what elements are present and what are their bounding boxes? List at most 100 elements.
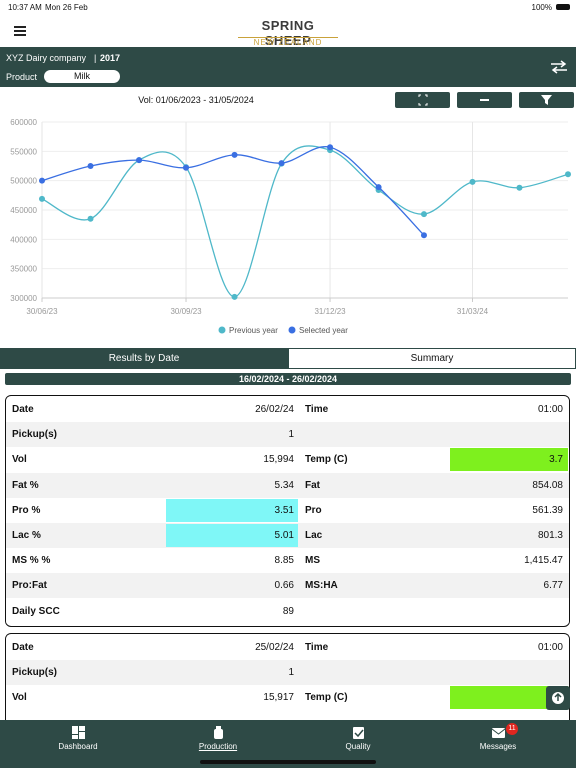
- field-value: 801.3: [537, 530, 563, 541]
- result-row: Lac % 5.01 Lac 801.3: [6, 523, 569, 548]
- data-point: [136, 157, 143, 164]
- field-value: 01:00: [537, 642, 563, 653]
- status-date: Mon 26 Feb: [45, 3, 88, 12]
- field-label: Pro:Fat: [12, 580, 47, 592]
- y-tick-label: 350000: [10, 265, 37, 274]
- x-tick-label: 30/09/23: [170, 307, 202, 316]
- result-row: Pickup(s) 1: [6, 422, 569, 448]
- home-indicator: [200, 760, 376, 764]
- field-value: 854.08: [532, 479, 563, 491]
- menu-button[interactable]: [14, 26, 26, 36]
- result-row: Pro:Fat 0.66 MS:HA 6.77: [6, 573, 569, 599]
- battery-icon: [556, 4, 570, 10]
- result-row: Fat % 5.34 Fat 854.08: [6, 472, 569, 498]
- value-highlight: [450, 686, 568, 710]
- company-name: XYZ Dairy company: [6, 53, 87, 63]
- x-tick-label: 31/03/24: [457, 307, 489, 316]
- data-point: [420, 232, 427, 239]
- swap-icon[interactable]: [549, 60, 569, 74]
- y-tick-label: 550000: [10, 147, 37, 156]
- y-tick-label: 500000: [10, 177, 37, 186]
- legend-label: Selected year: [299, 326, 348, 335]
- field-value: 1,415.47: [524, 555, 563, 567]
- field-label: Pro %: [12, 504, 41, 516]
- field-label: Date: [12, 642, 34, 653]
- field-label: MS: [305, 555, 320, 567]
- field-value: 561.39: [532, 504, 563, 516]
- value-highlight: [166, 498, 298, 522]
- field-value: 1: [288, 667, 294, 679]
- x-tick-label: 30/06/23: [26, 307, 58, 316]
- scroll-top-button[interactable]: [546, 686, 570, 710]
- nav-item[interactable]: Messages 11: [448, 723, 548, 751]
- logo-top: SPRING SHEEP: [261, 18, 315, 48]
- nav-badge: 11: [506, 723, 518, 735]
- result-card: Date 25/02/24 Time 01:00 Pickup(s) 1 Vol 15,917…: [5, 633, 570, 734]
- field-value: 15,917: [263, 692, 294, 704]
- expand-button[interactable]: [395, 92, 450, 108]
- data-point: [183, 164, 190, 171]
- value-highlight: [450, 448, 568, 472]
- collapse-button[interactable]: [457, 92, 512, 108]
- field-value: 8.85: [274, 555, 294, 567]
- field-value: 25/02/24: [255, 642, 294, 653]
- result-row: Pro % 3.51 Pro 561.39: [6, 497, 569, 523]
- data-point: [231, 151, 238, 158]
- data-point: [375, 184, 382, 191]
- result-row: Vol 15,917 Temp (C): [6, 685, 569, 711]
- field-value: 15,994: [263, 454, 294, 466]
- field-value: 01:00: [537, 404, 563, 415]
- data-point: [39, 195, 45, 202]
- battery-level: 100%: [531, 3, 552, 12]
- field-label: Fat: [305, 479, 320, 491]
- filter-button[interactable]: [519, 92, 574, 108]
- field-value: 5.01: [274, 530, 294, 541]
- data-point: [516, 184, 523, 191]
- data-point: [420, 211, 427, 218]
- tab-summary[interactable]: Summary: [288, 348, 576, 369]
- tab-results[interactable]: Results by Date: [0, 348, 288, 369]
- nav-label: Dashboard: [58, 742, 98, 751]
- field-label: Lac %: [12, 530, 41, 541]
- field-label: Vol: [12, 454, 27, 466]
- y-tick-label: 600000: [10, 118, 37, 127]
- y-tick-label: 400000: [10, 235, 37, 244]
- nav-item[interactable]: Quality: [308, 726, 408, 751]
- field-label: Temp (C): [305, 454, 348, 466]
- nav-item[interactable]: Dashboard: [28, 726, 128, 751]
- series-line: [41, 145, 569, 298]
- nav-label: Quality: [345, 742, 371, 751]
- field-value: 1: [288, 429, 294, 441]
- field-value: 89: [282, 605, 294, 617]
- nav-item[interactable]: Production: [168, 726, 268, 751]
- logo-bottom: NEW ZEALAND: [238, 37, 338, 47]
- field-label: Date: [12, 404, 34, 415]
- result-row: Date 25/02/24 Time 01:00: [6, 635, 569, 660]
- field-label: Vol: [12, 692, 27, 704]
- data-point: [327, 144, 334, 151]
- chart-title: Vol: 01/06/2023 - 31/05/2024: [138, 95, 254, 105]
- value-highlight: [166, 524, 298, 547]
- data-point: [231, 293, 238, 300]
- field-label: Daily SCC: [12, 605, 60, 617]
- legend-label: Previous year: [229, 326, 278, 335]
- result-card: Date 26/02/24 Time 01:00 Pickup(s) 1 Vol 15,994…: [5, 395, 570, 627]
- legend-marker: [288, 326, 296, 334]
- result-row: Daily SCC 89: [6, 598, 569, 624]
- legend-marker: [218, 326, 226, 334]
- y-tick-label: 300000: [10, 294, 37, 303]
- data-point: [87, 215, 94, 222]
- product-label: Product: [6, 72, 38, 82]
- result-row: Date 26/02/24 Time 01:00: [6, 397, 569, 422]
- field-label: Time: [305, 404, 329, 415]
- field-value: 3.51: [274, 504, 294, 516]
- product-select[interactable]: Milk: [44, 70, 120, 83]
- field-value: 5.34: [274, 479, 294, 491]
- data-point: [469, 178, 476, 185]
- field-value: 6.77: [543, 580, 563, 592]
- field-label: Pickup(s): [12, 667, 58, 679]
- field-value: 3.7: [549, 454, 563, 466]
- nav-label: Messages: [479, 742, 517, 751]
- nav-label: Production: [198, 742, 238, 751]
